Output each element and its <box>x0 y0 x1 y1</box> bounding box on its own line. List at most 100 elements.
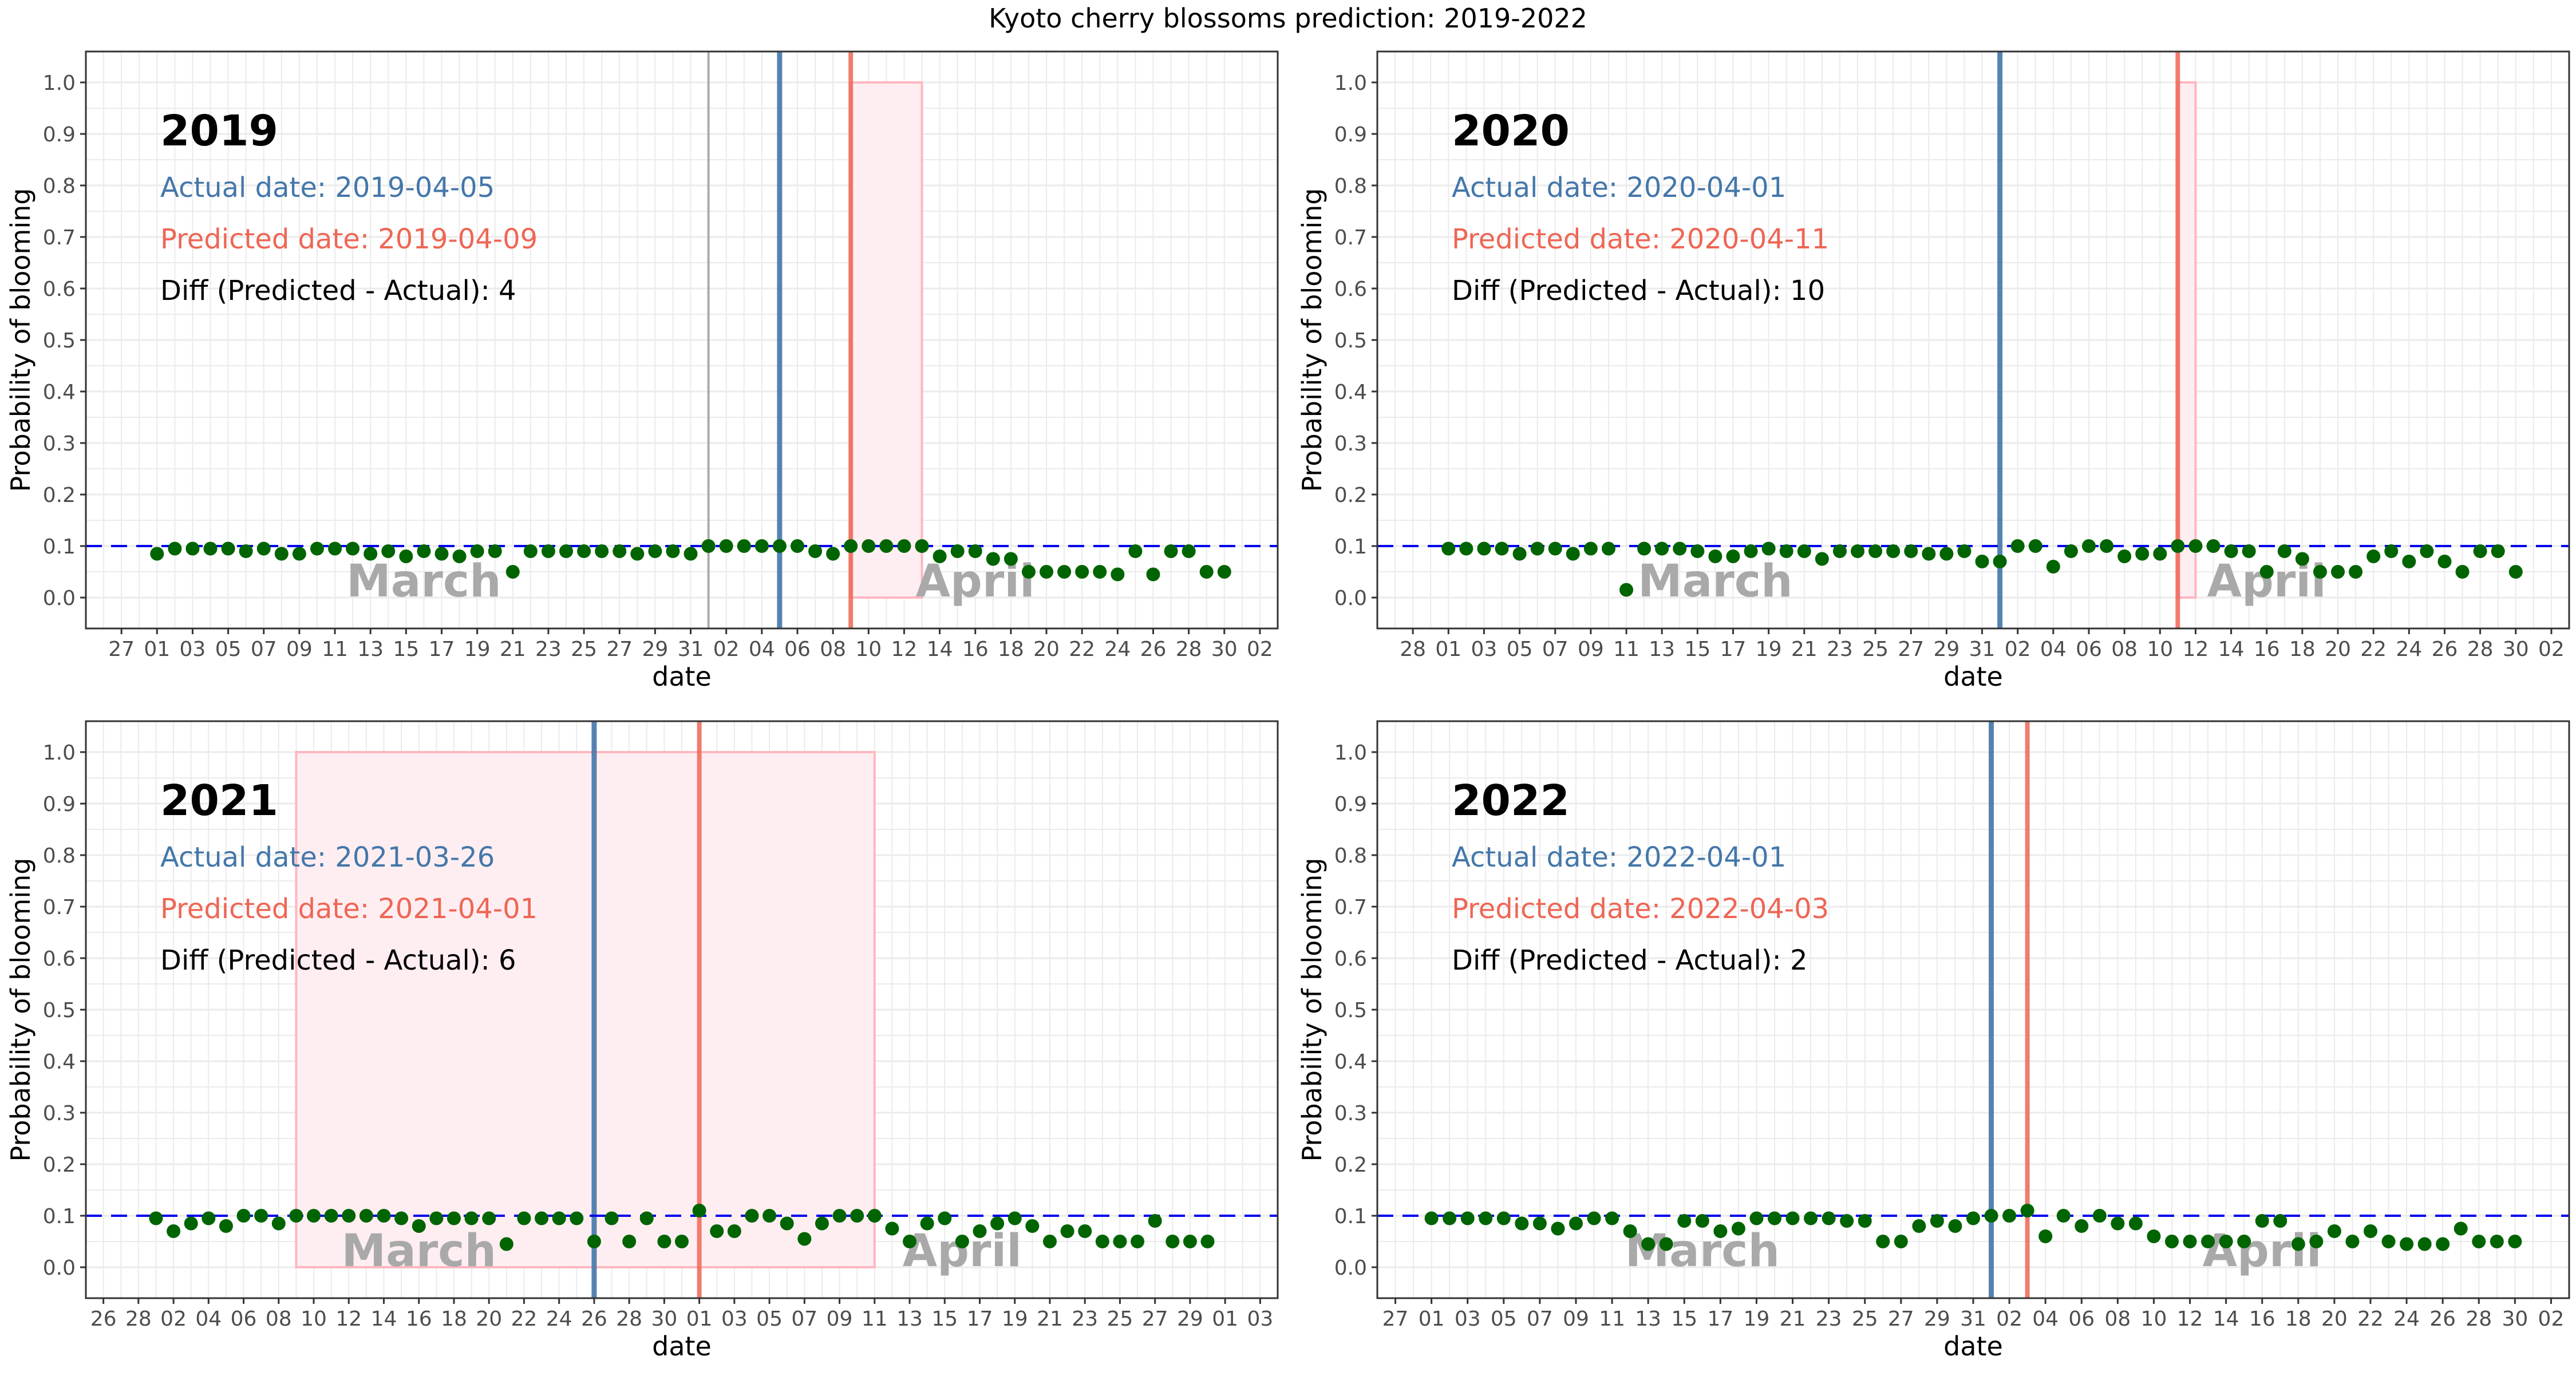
data-point <box>150 547 164 561</box>
x-tick-label: 15 <box>1684 638 1710 661</box>
y-tick-label: 0.4 <box>1334 381 1367 404</box>
prediction-interval <box>2176 81 2197 599</box>
data-point <box>541 544 555 558</box>
x-tick-label: 02 <box>2005 638 2031 661</box>
year-label: 2020 <box>1452 106 1570 156</box>
month-label: April <box>2207 556 2326 607</box>
data-point <box>1623 1224 1637 1238</box>
data-point <box>364 547 378 561</box>
data-point <box>844 539 858 553</box>
y-tick-label: 1.0 <box>43 72 76 95</box>
data-point <box>648 544 662 558</box>
month-label: March <box>341 1225 496 1277</box>
data-point <box>2436 1237 2450 1251</box>
data-point <box>1619 583 1634 597</box>
data-points <box>149 1204 1215 1251</box>
data-point <box>412 1219 426 1233</box>
data-point <box>1128 544 1143 558</box>
data-point <box>938 1211 952 1225</box>
x-tick-label: 19 <box>464 638 491 661</box>
data-points <box>150 539 1231 582</box>
data-point <box>1804 1211 1818 1225</box>
data-point <box>1217 565 1231 579</box>
x-tick-label: 18 <box>2289 638 2316 661</box>
data-point <box>2364 1224 2377 1238</box>
data-point <box>221 541 235 556</box>
data-point <box>955 1235 969 1248</box>
x-tick-label: 04 <box>749 638 775 661</box>
x-tick-label: 01 <box>1435 638 1461 661</box>
data-point <box>1515 1216 1529 1231</box>
x-tick-label: 02 <box>160 1307 187 1331</box>
predicted-date-text: Predicted date: 2021-04-01 <box>160 893 538 925</box>
data-point <box>2273 1214 2287 1228</box>
data-point <box>867 1209 882 1223</box>
x-tick-label: 04 <box>195 1307 222 1331</box>
data-point <box>1477 541 1491 556</box>
data-point <box>1479 1211 1493 1225</box>
data-point <box>1868 544 1883 558</box>
data-point <box>1744 544 1758 558</box>
data-point <box>1587 1211 1601 1225</box>
data-point <box>762 1209 777 1223</box>
data-point <box>1886 544 1901 558</box>
data-point <box>1601 541 1615 556</box>
data-point <box>1797 544 1811 558</box>
data-point <box>2147 1229 2161 1243</box>
data-point <box>1966 1211 1980 1225</box>
x-tick-label: 29 <box>642 638 668 661</box>
year-label: 2019 <box>160 106 278 156</box>
data-point <box>897 539 911 553</box>
diff-text: Diff (Predicted - Actual): 4 <box>160 275 516 307</box>
y-tick-label: 0.2 <box>1334 484 1367 507</box>
data-point <box>2081 539 2096 553</box>
x-tick-label: 14 <box>371 1307 397 1331</box>
x-tick-label: 10 <box>2141 1307 2167 1331</box>
x-tick-label: 15 <box>1671 1307 1697 1331</box>
data-point <box>328 541 342 556</box>
y-tick-label: 0.6 <box>43 278 76 301</box>
x-tick-label: 15 <box>393 638 419 661</box>
x-tick-label: 22 <box>1069 638 1095 661</box>
data-point <box>505 565 520 579</box>
x-tick-label: 05 <box>215 638 242 661</box>
data-point <box>605 1211 619 1225</box>
data-point <box>1183 1235 1197 1248</box>
data-point <box>832 1209 847 1223</box>
x-tick-label: 19 <box>1744 1307 1770 1331</box>
x-tick-label: 16 <box>406 1307 432 1331</box>
data-point <box>1530 541 1544 556</box>
x-tick-label: 31 <box>1969 638 1996 661</box>
x-tick-label: 20 <box>2325 638 2351 661</box>
x-tick-label: 30 <box>1211 638 1238 661</box>
x-tick-label: 01 <box>1419 1307 1445 1331</box>
x-tick-label: 23 <box>1072 1307 1098 1331</box>
x-tick-label: 05 <box>1491 1307 1517 1331</box>
x-tick-label: 10 <box>2147 638 2173 661</box>
data-point <box>772 539 787 553</box>
y-tick-label: 0.2 <box>43 1153 76 1177</box>
y-tick-label: 0.6 <box>1334 947 1367 971</box>
data-point <box>470 544 484 558</box>
data-point <box>630 547 645 561</box>
data-point <box>1512 547 1527 561</box>
data-point <box>203 541 218 556</box>
x-tick-label: 08 <box>266 1307 292 1331</box>
data-point <box>2259 565 2274 579</box>
data-point <box>2237 1235 2251 1248</box>
data-point <box>1641 1237 1656 1251</box>
data-point <box>1095 1235 1109 1248</box>
data-point <box>737 539 751 553</box>
data-point <box>254 1209 268 1223</box>
data-point <box>2165 1235 2179 1248</box>
x-tick-label: 02 <box>1247 638 1273 661</box>
data-point <box>1779 544 1793 558</box>
data-point <box>499 1237 513 1251</box>
x-tick-label: 16 <box>962 638 989 661</box>
x-tick-label: 19 <box>1002 1307 1028 1331</box>
diff-text: Diff (Predicted - Actual): 10 <box>1452 275 1825 307</box>
x-tick-label: 09 <box>286 638 313 661</box>
actual-date-text: Actual date: 2020-04-01 <box>1452 172 1786 204</box>
data-point <box>1948 1219 1962 1233</box>
